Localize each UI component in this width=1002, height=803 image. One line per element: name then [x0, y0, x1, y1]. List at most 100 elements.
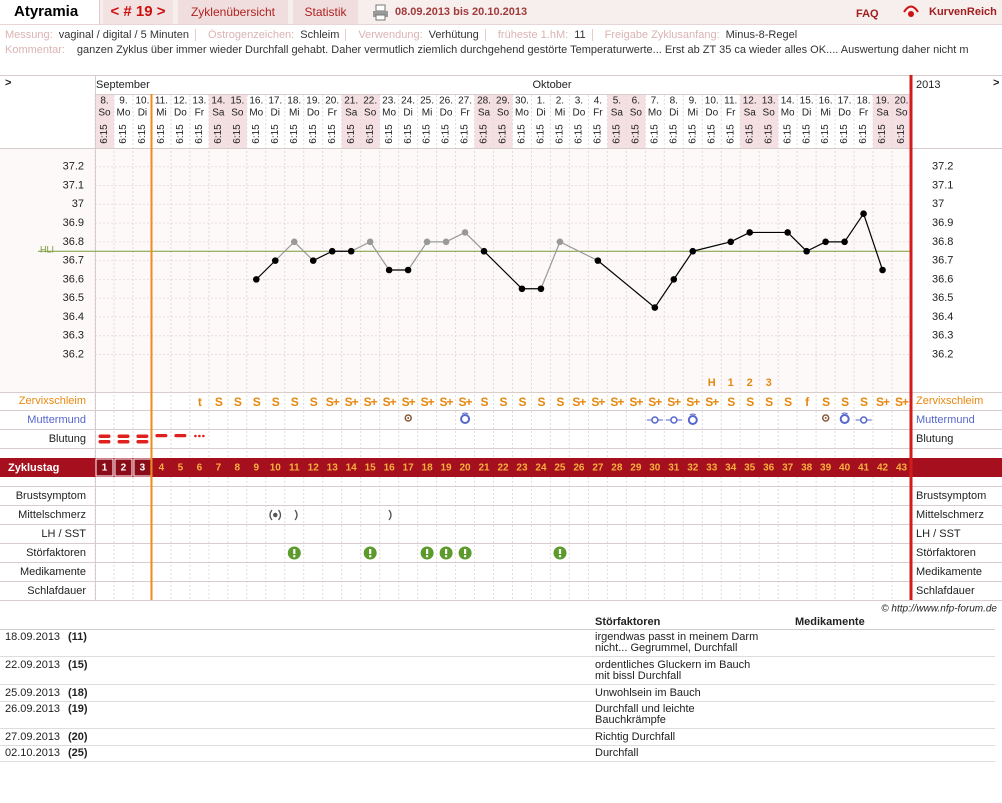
faq-link[interactable]: FAQ: [856, 8, 879, 20]
time-label: 6:15: [422, 124, 433, 144]
temp-segment: [806, 241, 826, 252]
row-label: Brustsymptom: [16, 490, 86, 502]
cycle-day: 35: [744, 463, 756, 474]
weekday-label: Do: [573, 108, 586, 119]
weekday-label: Mo: [382, 108, 396, 119]
row-label: Schlafdauer: [916, 585, 975, 597]
tab[interactable]: Zyklenübersicht: [178, 0, 288, 24]
time-label: 6:15: [668, 124, 679, 144]
weekday-label: Mi: [820, 108, 831, 119]
time-label: 6:15: [536, 124, 547, 144]
time-label: 6:15: [744, 124, 755, 144]
mucus-symbol: S+: [629, 395, 643, 409]
date-label: 18.: [857, 96, 871, 107]
info-value: vaginal / digital / 5 Minuten: [58, 29, 196, 41]
mucus-symbol: S+: [876, 395, 890, 409]
cycle-day: 15: [365, 463, 377, 474]
cycle-day: 24: [535, 463, 547, 474]
weekend-shade: [759, 95, 779, 148]
note-text: ordentliches Gluckern im Bauch: [595, 659, 750, 671]
note-date: 22.09.2013: [5, 659, 60, 671]
weekend-shade: [892, 95, 911, 148]
user-name[interactable]: Atyramia: [0, 0, 100, 24]
temp-point: [841, 238, 848, 246]
mucus-symbol: S+: [326, 395, 340, 409]
mucus-symbol: S: [537, 395, 545, 409]
weekend-shade: [227, 95, 247, 148]
y-tick-label: 36.5: [63, 292, 84, 304]
note-text: Bauchkrämpfe: [595, 714, 666, 726]
y-tick-label: 37: [72, 198, 84, 210]
row-label: Störfaktoren: [26, 547, 86, 559]
temp-point: [860, 210, 867, 217]
weekday-label: Do: [307, 108, 320, 119]
y-tick-label: 37.1: [932, 179, 953, 191]
temp-point: [594, 257, 602, 264]
weekday-label: Mo: [117, 108, 131, 119]
weekday-label: Mi: [687, 108, 698, 119]
temp-segment: [293, 241, 314, 262]
peak-mark: H: [708, 377, 716, 389]
mucus-symbol: S: [310, 395, 318, 409]
cycle-day: 26: [573, 463, 585, 474]
cycle-day: 25: [554, 463, 566, 474]
temp-segment: [445, 231, 466, 243]
note-date: 27.09.2013: [5, 731, 60, 743]
note-day: (25): [68, 747, 88, 759]
time-label: 6:15: [725, 124, 736, 144]
cycle-day: 13: [327, 463, 339, 474]
temp-point: [423, 238, 431, 246]
temp-segment: [274, 241, 295, 262]
time-label: 6:15: [346, 124, 357, 144]
date-label: 2.: [556, 96, 564, 107]
print-icon[interactable]: [372, 4, 389, 21]
peak-mark: 3: [766, 377, 772, 389]
weekend-shade: [208, 95, 228, 148]
menses-cell: [95, 458, 114, 477]
pain-icon: [273, 512, 278, 518]
time-label: 6:15: [858, 124, 869, 144]
time-label: 6:15: [384, 124, 395, 144]
time-label: 6:15: [801, 124, 812, 144]
mucus-symbol: f: [805, 395, 810, 409]
mucus-symbol: S: [746, 395, 754, 409]
row-label: Muttermund: [27, 414, 86, 426]
cycle-day: 1: [102, 463, 108, 474]
logo-text[interactable]: KurvenReich: [929, 6, 997, 18]
nav-arrow[interactable]: >: [993, 77, 999, 89]
temp-segment: [483, 250, 523, 290]
weekday-label: Sa: [345, 108, 358, 119]
temp-segment: [862, 213, 884, 271]
mucus-symbol: S+: [459, 395, 473, 409]
tab[interactable]: Statistik: [293, 0, 358, 24]
note-date: 26.09.2013: [5, 703, 60, 715]
cycle-nav[interactable]: < # 19 >: [103, 0, 173, 24]
date-label: 7.: [651, 96, 659, 107]
weekday-label: Sa: [478, 108, 491, 119]
time-label: 6:15: [763, 124, 774, 144]
date-label: 8.: [670, 96, 678, 107]
notes-layer: 18.09.2013 (11) irgendwas passt in meinem …: [0, 631, 995, 762]
note-text: Richtig Durchfall: [595, 731, 675, 743]
temp-point: [347, 247, 355, 255]
temp-segment: [559, 241, 599, 262]
note-day: (15): [68, 659, 88, 671]
peak-mark: 2: [747, 377, 753, 389]
date-label: 13.: [192, 96, 206, 107]
weekend-shade: [626, 95, 646, 148]
row-label: Mittelschmerz: [18, 509, 86, 521]
copyright: © http://www.nfp-forum.de: [881, 604, 997, 615]
y-tick-label: 36.3: [932, 330, 953, 342]
temp-segment: [692, 241, 731, 252]
date-label: 13.: [762, 96, 776, 107]
temp-segment: [350, 241, 371, 252]
note-text: Durchfall und leichte: [595, 703, 695, 715]
y-tick-label: 36.2: [932, 348, 953, 360]
weekday-label: Mo: [781, 108, 795, 119]
weekday-label: Do: [174, 108, 187, 119]
date-label: 23.: [382, 96, 396, 107]
row-label: Zervixschleim: [19, 395, 86, 407]
time-label: 6:15: [877, 124, 888, 144]
nav-arrow[interactable]: >: [5, 77, 11, 89]
mucus-symbol: S+: [402, 395, 416, 409]
